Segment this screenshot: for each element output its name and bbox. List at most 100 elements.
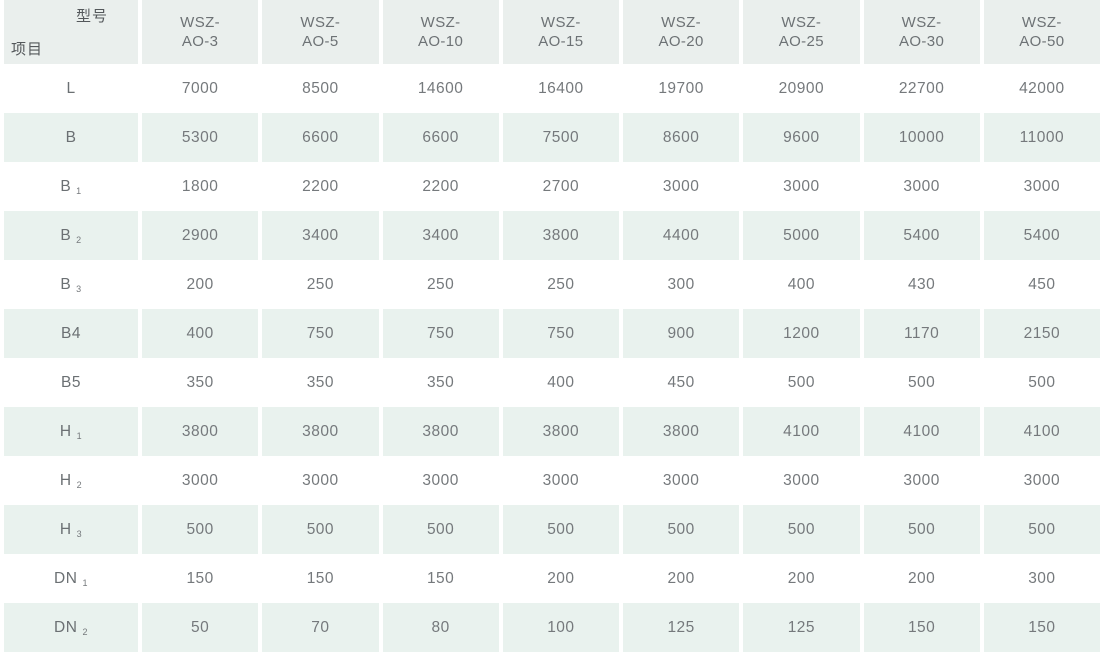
row-label-cell: L: [4, 64, 138, 113]
value-cell: 450: [667, 373, 695, 391]
value-cell: 450: [1028, 275, 1056, 293]
value-cell: 3000: [783, 471, 820, 489]
value-cell: 500: [623, 505, 740, 554]
value-cell: 200: [907, 569, 936, 587]
value-cell: 150: [306, 569, 335, 587]
row-label-base: H: [59, 471, 72, 489]
value-cell: 430: [907, 275, 936, 293]
row-label-subscript: 2: [76, 234, 82, 245]
table-row: DN 2 50 70 80 100 125 125 150 150: [4, 603, 1100, 652]
value-cell: 3000: [903, 471, 940, 489]
value-cell: 2150: [983, 309, 1100, 358]
value-cell: 4400: [623, 211, 740, 260]
value-cell: 3000: [662, 177, 700, 195]
value-cell: 150: [186, 569, 214, 587]
row-label-base: B: [60, 275, 72, 293]
row-label-base: B: [60, 226, 72, 244]
row-label-base: DN: [54, 618, 78, 636]
column-header: WSZ- AO-5: [262, 0, 379, 64]
value-cell: 3800: [502, 211, 619, 260]
value-cell: 500: [142, 505, 259, 554]
table-row: B4 400 750 750 750 900 1200 1170 2150: [4, 309, 1100, 358]
value-cell: 6600: [262, 113, 379, 162]
value-cell: 200: [667, 569, 695, 587]
table-body: L 7000 8500 14600 16400 19700 20900 22700 42000 B…: [4, 64, 1100, 652]
row-label-base: B: [65, 128, 77, 146]
row-label-cell: B4: [4, 309, 138, 358]
value-cell: 500: [983, 505, 1100, 554]
value-cell: 3400: [262, 211, 379, 260]
value-cell: 400: [547, 373, 575, 391]
row-label-subscript: 2: [76, 479, 83, 490]
value-cell: 7500: [502, 113, 619, 162]
value-cell: 200: [547, 569, 575, 587]
value-cell: 10000: [863, 113, 980, 162]
row-label-cell: B: [4, 113, 138, 162]
value-cell: 5000: [743, 211, 860, 260]
value-cell: 750: [262, 309, 379, 358]
value-cell: 350: [426, 373, 455, 391]
value-cell: 5400: [863, 211, 980, 260]
value-cell: 14600: [417, 79, 464, 97]
value-cell: 400: [787, 275, 816, 293]
column-header: WSZ- AO-30: [863, 0, 980, 64]
value-cell: 150: [426, 569, 455, 587]
value-cell: 500: [382, 505, 499, 554]
value-cell: 7000: [181, 79, 219, 97]
value-cell: 750: [382, 309, 499, 358]
row-label-base: H: [59, 520, 72, 538]
value-cell: 70: [262, 603, 379, 652]
value-cell: 2900: [142, 211, 259, 260]
value-cell: 300: [1028, 569, 1056, 587]
corner-label-item: 项目: [11, 41, 44, 58]
table-row: DN 1 150 150 150 200 200 200 200 300: [4, 554, 1100, 603]
value-cell: 3000: [783, 177, 820, 195]
value-cell: 9600: [743, 113, 860, 162]
value-cell: 3000: [1023, 177, 1061, 195]
value-cell: 500: [907, 373, 936, 391]
value-cell: 4100: [983, 407, 1100, 456]
column-header: WSZ- AO-25: [743, 0, 860, 64]
value-cell: 400: [142, 309, 259, 358]
corner-header-cell: 型号 项目: [4, 0, 138, 64]
table-row: B 3 200 250 250 250 300 400 430 450: [4, 260, 1100, 309]
value-cell: 2200: [302, 177, 339, 195]
row-label-subscript: 3: [76, 283, 82, 294]
value-cell: 50: [142, 603, 259, 652]
table-row: H 1 3800 3800 3800 3800 3800 4100 4100 4100: [4, 407, 1100, 456]
value-cell: 3000: [662, 471, 700, 489]
table-row: L 7000 8500 14600 16400 19700 20900 22700 42000: [4, 64, 1100, 113]
value-cell: 5300: [142, 113, 259, 162]
value-cell: 3000: [422, 471, 459, 489]
value-cell: 20900: [778, 79, 825, 97]
value-cell: 900: [623, 309, 740, 358]
row-label-cell: B5: [4, 358, 138, 407]
value-cell: 125: [623, 603, 740, 652]
row-label-subscript: 2: [82, 626, 88, 637]
value-cell: 3000: [903, 177, 940, 195]
value-cell: 8500: [302, 79, 339, 97]
row-label-base: B5: [61, 373, 81, 391]
value-cell: 42000: [1019, 79, 1065, 97]
row-label-base: L: [66, 79, 76, 97]
value-cell: 250: [426, 275, 455, 293]
value-cell: 4100: [863, 407, 980, 456]
value-cell: 4100: [743, 407, 860, 456]
value-cell: 500: [743, 505, 860, 554]
corner-label-model: 型号: [75, 8, 108, 25]
value-cell: 150: [863, 603, 980, 652]
value-cell: 200: [186, 275, 214, 293]
row-label-cell: DN 1: [4, 554, 138, 603]
value-cell: 1800: [181, 177, 219, 195]
value-cell: 6600: [382, 113, 499, 162]
value-cell: 3000: [542, 471, 580, 489]
value-cell: 250: [547, 275, 575, 293]
table-row: B5 350 350 350 400 450 500 500 500: [4, 358, 1100, 407]
value-cell: 1200: [743, 309, 860, 358]
value-cell: 5400: [983, 211, 1100, 260]
value-cell: 3000: [1023, 471, 1061, 489]
value-cell: 3000: [302, 471, 339, 489]
table-row: B 1 1800 2200 2200 2700 3000 3000 3000 3000: [4, 162, 1100, 211]
